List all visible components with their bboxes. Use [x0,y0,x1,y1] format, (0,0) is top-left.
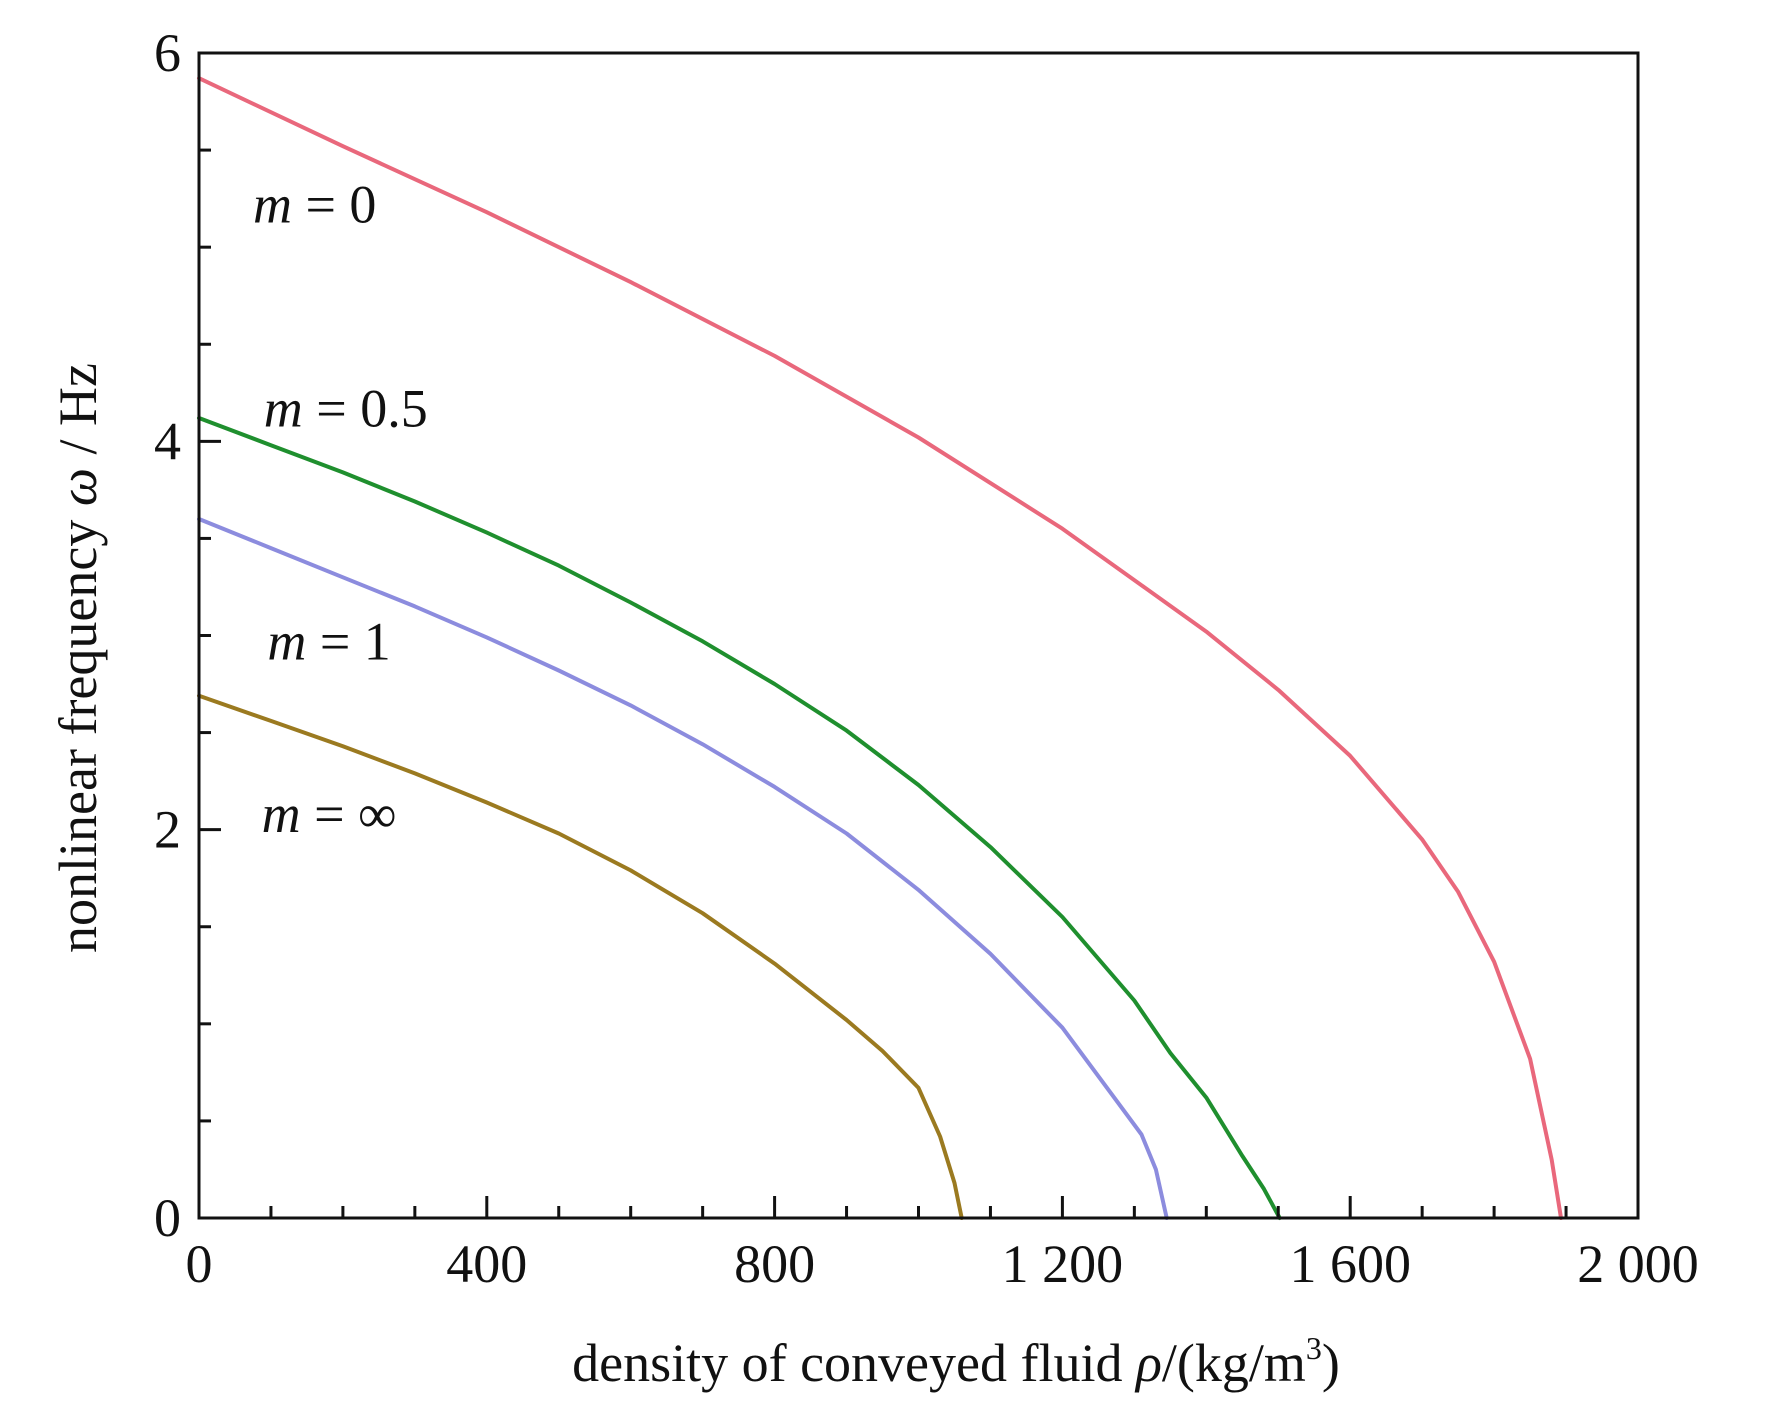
series-label-0: m = 0 [253,174,376,234]
x-axis-title-symbol: ρ [1134,1333,1162,1393]
x-tick-label-0: 0 [186,1234,213,1294]
series-layer [197,76,1563,1220]
series-label-3: m = ∞ [262,784,397,844]
x-tick-label-5: 2 000 [1577,1234,1699,1294]
series-label-var-0: m [253,174,292,234]
x-tick-label-1: 400 [446,1234,527,1294]
series-labels: m = 0m = 0.5m = 1m = ∞ [253,174,428,844]
y-tick-label-2: 4 [154,411,181,471]
x-axis-title-unit-open: /(kg/m [1162,1333,1306,1393]
series-label-var-2: m [267,611,306,671]
x-major-ticks [197,1196,1640,1218]
series-label-eq-2: = 1 [306,611,390,671]
series-label-2: m = 1 [267,611,390,671]
x-tick-labels: 0 400 800 1 200 1 600 2 000 [186,1234,1699,1294]
y-minor-ticks [199,148,211,1123]
y-axis-title-unit: / Hz [48,363,108,468]
x-tick-label-4: 1 600 [1289,1234,1411,1294]
series-label-eq-1: = 0.5 [303,378,428,438]
y-tick-label-0: 0 [154,1188,181,1248]
y-major-ticks [199,51,221,1220]
series-line-0 [197,76,1563,1220]
series-label-var-3: m [262,784,301,844]
x-tick-label-3: 1 200 [1002,1234,1124,1294]
series-line-2 [197,517,1169,1220]
series-label-1: m = 0.5 [264,378,428,438]
x-minor-ticks [269,1206,1568,1218]
y-axis-title-prefix: nonlinear frequency [48,506,108,953]
plot-frame [197,51,1640,1220]
y-axis-title: nonlinear frequency ω / Hz [48,363,108,953]
x-tick-label-2: 800 [734,1234,815,1294]
series-label-eq-0: = 0 [292,174,376,234]
x-axis-title-unit-sup: 3 [1306,1330,1322,1366]
series-line-1 [197,416,1282,1220]
y-tick-label-1: 2 [154,800,181,860]
x-axis-title-prefix: density of conveyed fluid [572,1333,1136,1393]
x-axis-title-unit-close: ) [1322,1333,1340,1393]
series-label-var-1: m [264,378,303,438]
series-label-eq-3: = ∞ [301,784,397,844]
series-line-3 [197,693,964,1220]
y-tick-label-3: 6 [154,23,181,83]
y-tick-labels: 0 2 4 6 [154,23,181,1248]
x-axis-title: density of conveyed fluid ρ/(kg/m3) [572,1330,1340,1393]
y-axis-title-symbol: ω [48,468,108,506]
